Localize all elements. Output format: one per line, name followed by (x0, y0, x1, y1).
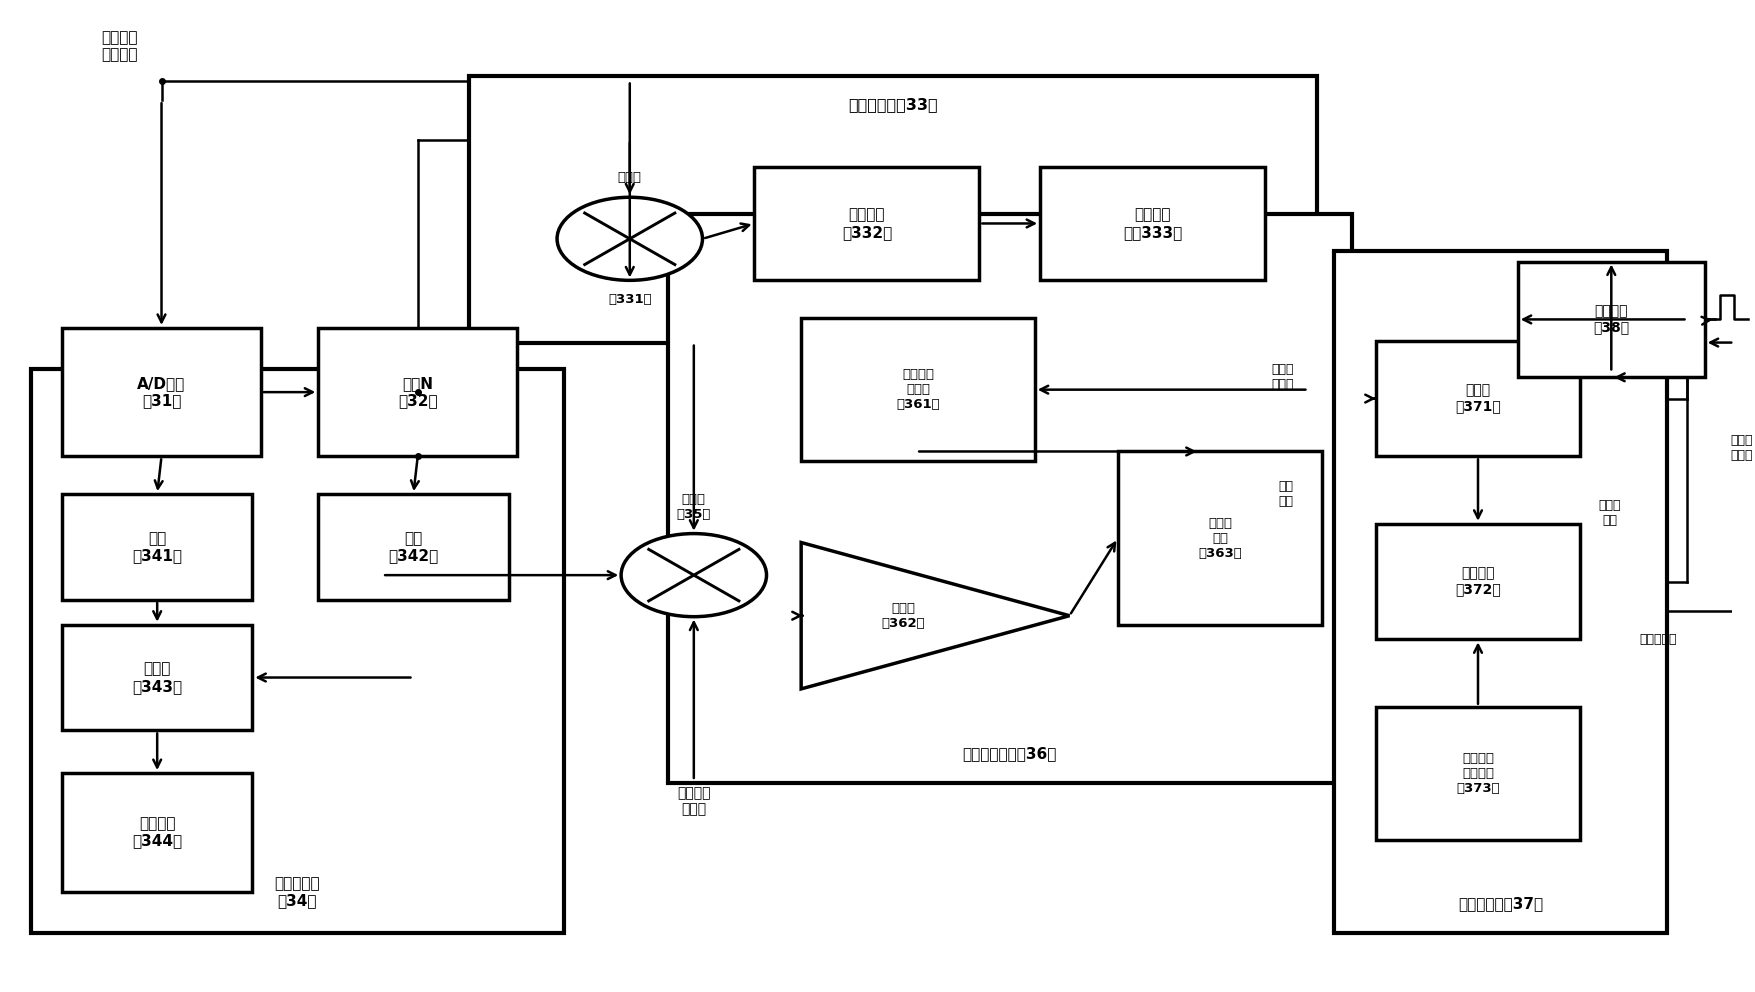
Bar (669, 214, 1351, 783)
Bar (755, 167, 979, 281)
Text: 滑动累加
（344）: 滑动累加 （344） (132, 816, 183, 848)
Bar (1518, 262, 1704, 377)
Bar (1118, 451, 1322, 625)
Text: A/D转换
（31）: A/D转换 （31） (137, 376, 186, 409)
Bar (1376, 340, 1580, 456)
Text: 相位比较
（38）: 相位比较 （38） (1594, 305, 1629, 334)
Text: 平方
（341）: 平方 （341） (132, 531, 183, 563)
Bar (1041, 167, 1265, 281)
Text: 取均値
（343）: 取均値 （343） (132, 662, 183, 693)
Text: 时钟控制
（372）: 时钟控制 （372） (1455, 566, 1501, 596)
Text: 乘法器: 乘法器 (618, 172, 642, 185)
Text: 启动
信号: 启动 信号 (1278, 480, 1293, 508)
Bar (318, 494, 509, 600)
Text: 粗同步检测器（36）: 粗同步检测器（36） (962, 746, 1057, 761)
Text: 本地位时钟（37）: 本地位时钟（37） (1458, 897, 1543, 912)
Text: 加脉冲
信号: 加脉冲 信号 (1599, 499, 1622, 527)
Bar (318, 327, 518, 456)
Text: 乘法器
（35）: 乘法器 （35） (677, 493, 711, 521)
Bar (469, 75, 1316, 342)
Text: 延时N
（32）: 延时N （32） (398, 376, 437, 409)
Text: 同步时
钟输出: 同步时 钟输出 (1730, 434, 1753, 461)
Text: 差分混沌
调制信号: 差分混沌 调制信号 (100, 30, 137, 62)
Text: 计数器
（371）: 计数器 （371） (1455, 384, 1501, 414)
Bar (61, 773, 253, 892)
Bar (1376, 706, 1580, 840)
Polygon shape (800, 543, 1069, 688)
Text: 平方
（342）: 平方 （342） (388, 531, 439, 563)
Bar (1376, 524, 1580, 640)
Text: 能量运算器
（34）: 能量运算器 （34） (274, 876, 319, 909)
Bar (1334, 251, 1667, 933)
Circle shape (621, 534, 767, 617)
Circle shape (556, 197, 702, 281)
Text: （331）: （331） (607, 294, 651, 307)
Text: 减脉冲信号: 减脉冲信号 (1639, 633, 1678, 646)
Text: 比较器
（362）: 比较器 （362） (881, 602, 925, 630)
Text: 粗同步
控制
（363）: 粗同步 控制 （363） (1199, 517, 1243, 559)
Text: 局部最大
値搜索
（361）: 局部最大 値搜索 （361） (897, 368, 941, 411)
Bar (32, 369, 563, 933)
Text: 定时测度
门限値: 定时测度 门限値 (677, 786, 711, 816)
Text: 滑动累加
（332）: 滑动累加 （332） (842, 207, 892, 240)
Text: 相关运算器（33）: 相关运算器（33） (848, 97, 937, 112)
Bar (61, 327, 261, 456)
Bar (800, 318, 1035, 461)
Text: 本地高频
脉冲时钟
（373）: 本地高频 脉冲时钟 （373） (1457, 752, 1501, 795)
Text: 绝对値运
算（333）: 绝对値运 算（333） (1123, 207, 1183, 240)
Text: 同步基
准信号: 同步基 准信号 (1271, 363, 1293, 391)
Bar (61, 494, 253, 600)
Bar (61, 625, 253, 730)
